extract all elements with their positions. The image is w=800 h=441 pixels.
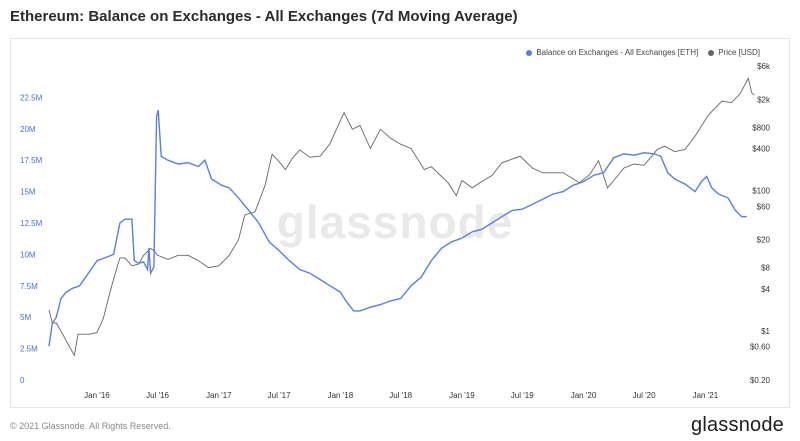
- x-tick-label: Jan '19: [449, 391, 475, 400]
- right-tick-label: $400: [752, 144, 770, 153]
- x-tick-label: Jul '17: [268, 391, 291, 400]
- chart-frame: [10, 38, 790, 408]
- left-tick-label: 20M: [20, 125, 36, 134]
- left-tick-label: 0: [20, 376, 25, 385]
- x-tick-label: Jul '16: [146, 391, 169, 400]
- x-tick-label: Jan '17: [206, 391, 232, 400]
- right-tick-label: $60: [757, 202, 771, 211]
- glassnode-logo: glassnode: [691, 414, 784, 436]
- x-tick-label: Jan '18: [328, 391, 354, 400]
- left-tick-label: 2.5M: [20, 345, 38, 354]
- right-tick-label: $100: [752, 187, 770, 196]
- legend-label-balance: Balance on Exchanges - All Exchanges [ET…: [536, 48, 699, 57]
- x-tick-label: Jan '20: [571, 391, 597, 400]
- legend-dot-balance: [526, 49, 533, 56]
- x-tick-label: Jul '18: [389, 391, 412, 400]
- right-tick-label: $800: [752, 123, 770, 132]
- watermark: glassnode: [277, 196, 514, 248]
- x-tick-label: Jan '21: [693, 391, 719, 400]
- left-tick-label: 5M: [20, 313, 31, 322]
- right-tick-label: $20: [757, 236, 771, 245]
- price-series-line: [48, 77, 755, 357]
- right-tick-label: $0.60: [750, 343, 771, 352]
- x-tick-label: Jul '19: [511, 391, 534, 400]
- left-tick-label: 10M: [20, 250, 36, 259]
- chart-legend: Balance on Exchanges - All Exchanges [ET…: [526, 48, 760, 57]
- legend-label-price: Price [USD]: [718, 48, 760, 57]
- legend-item-balance[interactable]: Balance on Exchanges - All Exchanges [ET…: [526, 48, 698, 57]
- left-tick-label: 17.5M: [20, 156, 43, 165]
- right-tick-label: $2k: [757, 95, 771, 104]
- right-tick-label: $1: [761, 327, 770, 336]
- left-tick-label: 12.5M: [20, 219, 43, 228]
- copyright-text: © 2021 Glassnode. All Rights Reserved.: [10, 421, 171, 431]
- chart-title: Ethereum: Balance on Exchanges - All Exc…: [10, 8, 518, 25]
- x-tick-label: Jul '20: [633, 391, 656, 400]
- left-tick-label: 15M: [20, 188, 36, 197]
- balance-series-line: [48, 109, 747, 347]
- right-tick-label: $4: [761, 285, 770, 294]
- left-axis-ticks: 0 2.5M 5M 7.5M 10M 12.5M 15M 17.5M 20M 22.5M: [20, 93, 43, 385]
- x-tick-label: Jan '16: [84, 391, 110, 400]
- left-tick-label: 22.5M: [20, 93, 43, 102]
- right-tick-label: $6k: [757, 62, 771, 71]
- left-tick-label: 7.5M: [20, 282, 38, 291]
- legend-item-price[interactable]: Price [USD]: [708, 48, 760, 57]
- right-tick-label: $8: [761, 264, 770, 273]
- x-axis-ticks: Jan '16 Jul '16 Jan '17 Jul '17 Jan '18 Jul '…: [84, 391, 719, 400]
- legend-dot-price: [708, 49, 715, 56]
- right-tick-label: $0.20: [750, 376, 771, 385]
- right-axis-ticks: $0.20 $0.60 $1 $4 $8 $20 $60 $100 $400 $800 $2k $6k: [750, 62, 771, 385]
